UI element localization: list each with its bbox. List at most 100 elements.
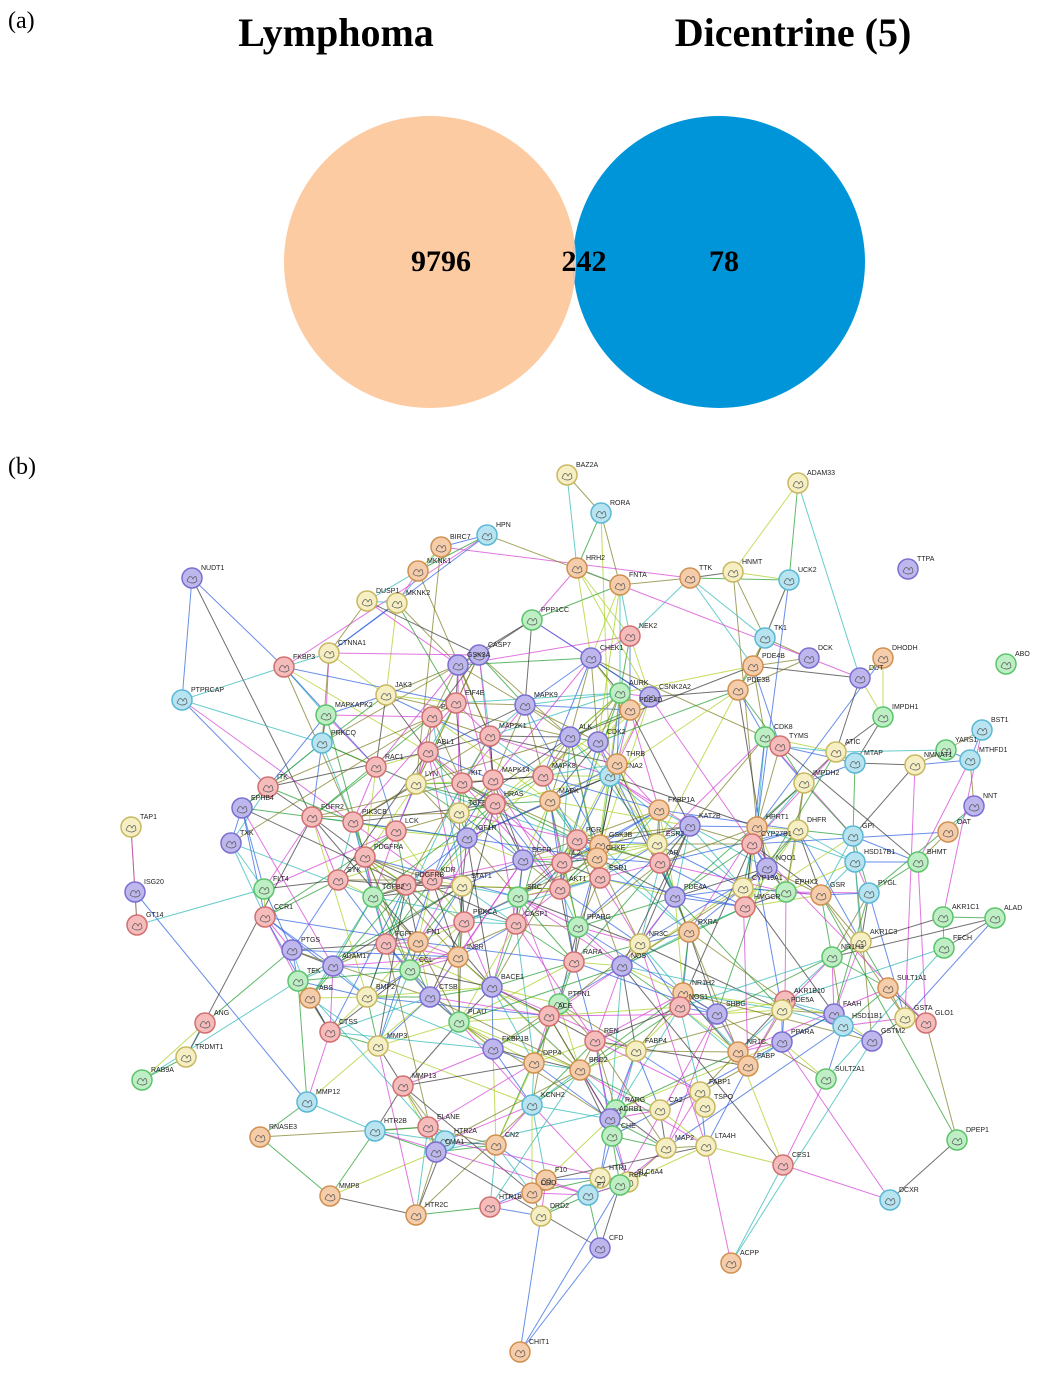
- node-glyph: [651, 842, 663, 850]
- node-glyph: [653, 808, 665, 816]
- edge: [458, 1021, 581, 1071]
- node-label: MMP3: [387, 1033, 407, 1040]
- edge: [682, 992, 835, 1015]
- edge: [395, 812, 460, 832]
- node-glyph: [484, 1205, 496, 1213]
- protein-node: [793, 772, 815, 794]
- edge: [925, 1022, 958, 1141]
- node-glyph: [347, 820, 359, 828]
- edge: [329, 965, 334, 1033]
- edge: [263, 879, 339, 890]
- edge: [263, 830, 397, 890]
- node-label: CFD: [609, 1235, 623, 1242]
- node-label: TTPA: [917, 556, 935, 563]
- protein-node: [741, 833, 763, 855]
- node-label: RAC1: [385, 754, 404, 761]
- node-label: TAP1: [140, 814, 157, 821]
- protein-node: [756, 857, 778, 879]
- edge: [573, 862, 661, 963]
- protein-node: [451, 772, 473, 794]
- node-glyph: [912, 860, 924, 868]
- node-label: CCL: [419, 957, 433, 964]
- protein-node: [417, 1116, 439, 1138]
- edge: [835, 677, 861, 753]
- protein-node: [842, 825, 864, 847]
- protein-node: [567, 916, 589, 938]
- node-label: FKBP3: [293, 654, 315, 661]
- node-label: STAT1: [471, 873, 492, 880]
- edge: [328, 652, 480, 656]
- edge: [559, 888, 575, 963]
- edge: [594, 1040, 701, 1093]
- node-glyph: [798, 781, 810, 789]
- edge: [267, 714, 327, 788]
- edge: [415, 1126, 429, 1216]
- edge: [337, 879, 407, 886]
- node-glyph: [877, 656, 889, 664]
- node-glyph: [571, 838, 583, 846]
- edge: [679, 843, 753, 1008]
- protein-node: [646, 833, 668, 855]
- edge: [364, 766, 377, 858]
- edge: [639, 825, 691, 945]
- edge: [860, 916, 944, 943]
- edge: [352, 821, 468, 839]
- node-label: PTPRCAP: [191, 687, 224, 694]
- protein-node: [775, 881, 797, 903]
- node-label: PPARA: [791, 1029, 815, 1036]
- edge: [297, 980, 429, 1128]
- node-glyph: [535, 1214, 547, 1222]
- protein-node: [421, 869, 443, 891]
- edge: [716, 1009, 783, 1015]
- protein-node: [609, 1174, 631, 1196]
- node-glyph: [125, 825, 137, 833]
- node-label: GPI: [862, 823, 874, 830]
- node-glyph: [225, 841, 237, 849]
- edge: [230, 716, 433, 844]
- node-label: SULT1A1: [897, 975, 927, 982]
- protein-node: [171, 689, 193, 711]
- node-glyph: [435, 545, 447, 553]
- protein-node: [932, 906, 954, 928]
- edge: [283, 534, 488, 668]
- node-label: PDE4D: [639, 697, 662, 704]
- node-glyph: [186, 576, 198, 584]
- edge: [573, 961, 718, 1015]
- node-glyph: [517, 858, 529, 866]
- node-glyph: [909, 763, 921, 771]
- edge: [579, 1069, 707, 1147]
- edge: [737, 657, 810, 691]
- protein-node: [556, 464, 578, 486]
- edge: [332, 956, 459, 967]
- edge: [492, 779, 563, 864]
- edge: [466, 837, 598, 859]
- node-glyph: [951, 1138, 963, 1146]
- node-glyph: [792, 828, 804, 836]
- protein-node: [589, 867, 611, 889]
- node-glyph: [487, 1047, 499, 1055]
- node-glyph: [332, 878, 344, 886]
- node-label: ITK: [277, 774, 288, 781]
- protein-node: [249, 1126, 271, 1148]
- node-glyph: [792, 481, 804, 489]
- node-glyph: [585, 656, 597, 664]
- edge: [328, 652, 387, 696]
- node-label: F7: [597, 1182, 605, 1189]
- node-glyph: [669, 895, 681, 903]
- protein-node: [619, 625, 641, 647]
- node-label: NR1H3: [841, 944, 864, 951]
- node-label: PLAU: [468, 1009, 486, 1016]
- edge: [558, 965, 623, 1005]
- edge: [659, 826, 758, 864]
- edge: [522, 800, 551, 861]
- protein-node: [648, 799, 670, 821]
- node-glyph: [537, 774, 549, 782]
- node-glyph: [882, 986, 894, 994]
- node-glyph: [830, 750, 842, 758]
- edge: [599, 877, 641, 945]
- node-label: DHFR: [807, 817, 826, 824]
- protein-node: [417, 741, 439, 763]
- protein-node: [566, 557, 588, 579]
- protein-node: [315, 704, 337, 726]
- node-label: TEK: [307, 968, 321, 975]
